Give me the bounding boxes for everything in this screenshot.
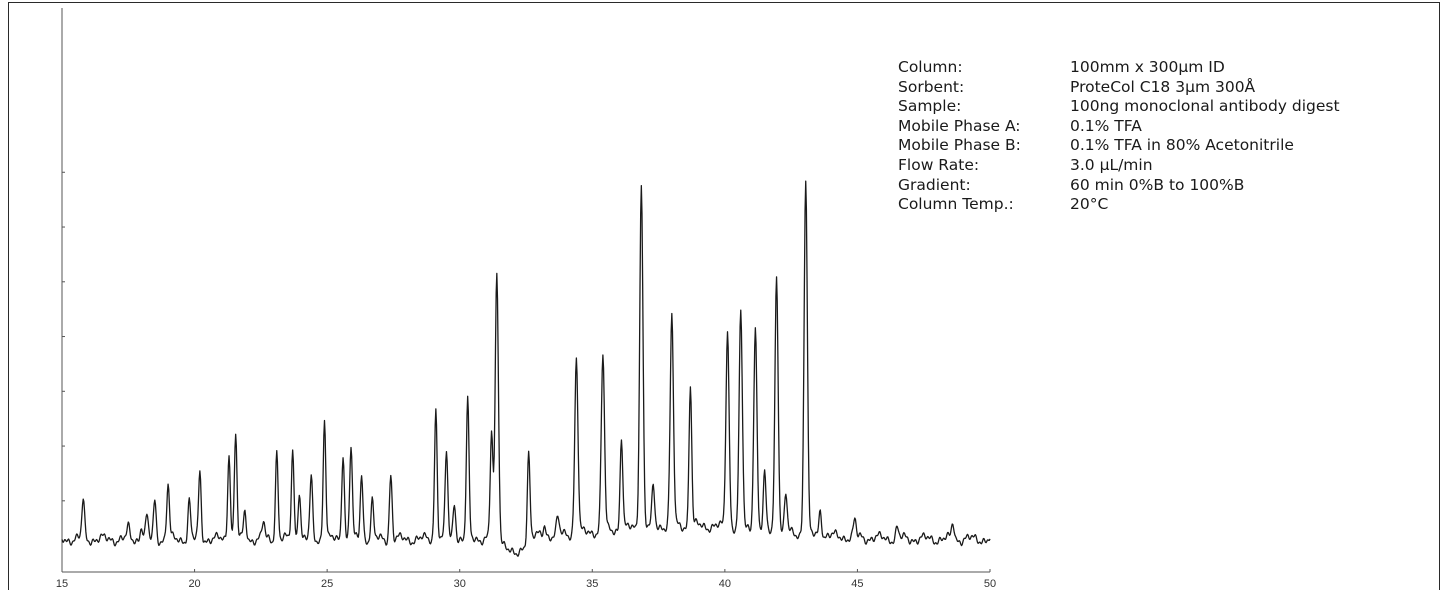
x-tick-label: 45 [851, 578, 863, 590]
param-value: 60 min 0%B to 100%B [1070, 175, 1245, 194]
x-tick-label: 50 [984, 578, 996, 590]
figure-frame [8, 2, 1440, 590]
method-parameters: Column: 100mm x 300µm ID Sorbent: ProteC… [898, 58, 1340, 215]
param-label: Mobile Phase A: [898, 116, 1021, 135]
x-tick-label: 30 [454, 578, 466, 590]
param-row-flow-rate: Flow Rate: 3.0 µL/min [898, 156, 1340, 176]
param-value: 100ng monoclonal antibody digest [1070, 97, 1340, 116]
param-row-sample: Sample: 100ng monoclonal antibody digest [898, 97, 1340, 117]
param-row-sorbent: Sorbent: ProteCol C18 3µm 300Å [898, 78, 1340, 98]
param-label: Column: [898, 58, 963, 76]
param-label: Mobile Phase B: [898, 136, 1021, 155]
x-tick-label: 35 [586, 578, 598, 590]
param-label: Sorbent: [898, 77, 965, 96]
param-label: Gradient: [898, 175, 971, 194]
param-label: Flow Rate: [898, 155, 980, 174]
param-value: 3.0 µL/min [1070, 155, 1153, 174]
param-value: 0.1% TFA in 80% Acetonitrile [1070, 136, 1294, 155]
x-tick-label: 25 [321, 578, 333, 590]
param-row-mobile-phase-b: Mobile Phase B: 0.1% TFA in 80% Acetonit… [898, 136, 1340, 156]
chart-axes [61, 8, 990, 573]
param-label: Column Temp.: [898, 195, 1014, 214]
param-value: 20°C [1070, 195, 1109, 214]
x-tick-label: 20 [188, 578, 200, 590]
param-row-mobile-phase-a: Mobile Phase A: 0.1% TFA [898, 117, 1340, 137]
param-value: 0.1% TFA [1070, 116, 1142, 135]
x-tick-label: 40 [719, 578, 731, 590]
param-value: ProteCol C18 3µm 300Å [1070, 77, 1256, 96]
chromatogram-trace [61, 180, 991, 557]
param-row-column: Column: 100mm x 300µm ID [898, 58, 1340, 78]
param-value: 100mm x 300µm ID [1070, 58, 1225, 76]
x-tick-label: 15 [56, 578, 68, 590]
param-row-column-temp: Column Temp.: 20°C [898, 195, 1340, 215]
chart-ticks: 15 20 25 30 35 40 45 50 [56, 171, 996, 590]
param-label: Sample: [898, 97, 962, 116]
param-row-gradient: Gradient: 60 min 0%B to 100%B [898, 176, 1340, 196]
